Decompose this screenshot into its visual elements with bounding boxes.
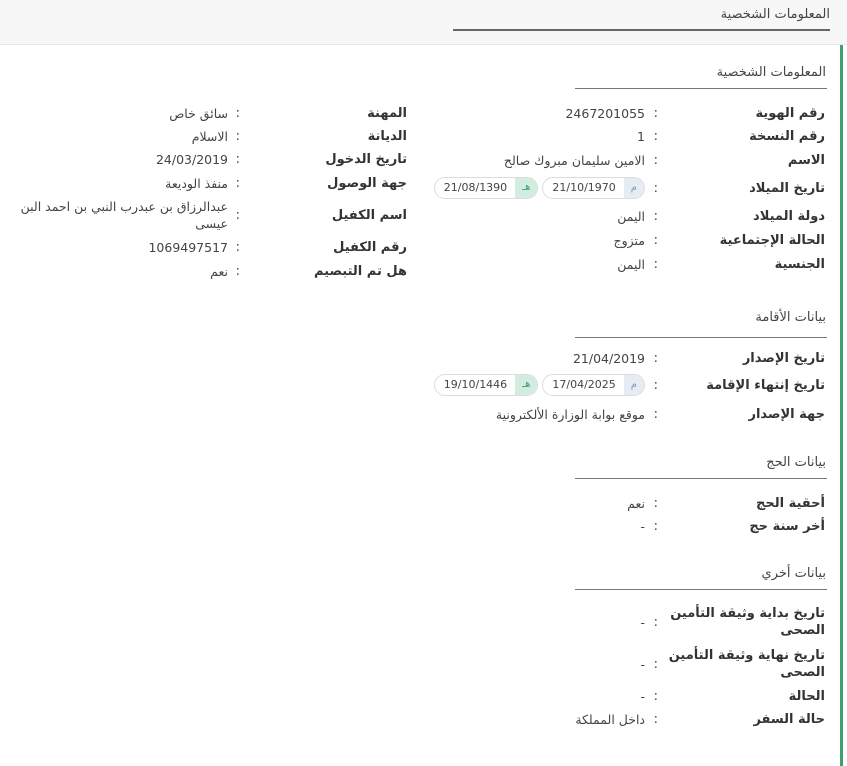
hajj-field-1-colon: :	[653, 519, 658, 534]
personal-field-3-label: تاريخ الميلاد	[749, 180, 825, 196]
hijri-badge-icon: هـ	[515, 178, 538, 198]
hajj-field-0-colon: :	[653, 496, 658, 511]
sponsor-field-1-value: الاسلام	[191, 129, 228, 144]
personal-field-2-label: الاسم	[787, 152, 825, 168]
section-underline-hajj	[575, 478, 827, 479]
section-title-hajj: بيانات الحج	[766, 455, 826, 470]
other-field-0-colon: :	[653, 615, 658, 630]
sponsor-field-3-label: جهة الوصول	[327, 175, 407, 191]
other-field-0-label: تاريخ بداية وثيقة التأمين الصحى	[670, 606, 825, 638]
sponsor-field-4-label: اسم الكفيل	[331, 207, 407, 223]
personal-field-4-value: اليمن	[617, 209, 645, 224]
residence-field-2-label: جهة الإصدار	[748, 406, 825, 422]
sponsor-field-3-value: منفذ الوديعة	[165, 176, 228, 191]
personal-field-4-colon: :	[653, 209, 658, 224]
sponsor-field-5-colon: :	[235, 240, 240, 255]
hajj-field-1-label: أخر سنة حج	[749, 518, 825, 534]
other-field-3-colon: :	[653, 712, 658, 727]
personal-field-6-value: اليمن	[617, 257, 645, 272]
personal-field-5-colon: :	[653, 233, 658, 248]
hijri-date: 21/08/1390	[443, 181, 508, 194]
personal-field-4-label: دولة الميلاد	[753, 208, 825, 224]
residence-field-1-colon: :	[653, 378, 658, 393]
sponsor-field-3-colon: :	[235, 176, 240, 191]
other-field-3-value: داخل المملكة	[575, 712, 645, 727]
residence-field-0-label: تاريخ الإصدار	[742, 350, 825, 366]
sponsor-field-5-value: 1069497517	[148, 240, 228, 255]
sponsor-field-1-colon: :	[235, 129, 240, 144]
personal-field-6-label: الجنسية	[774, 256, 825, 272]
other-field-3-label: حالة السفر	[753, 711, 825, 727]
gregorian-badge-icon: م	[623, 375, 644, 395]
residence-field-1-dates: م 17/04/2025 هـ 19/10/1446	[430, 374, 645, 396]
section-title-personal: المعلومات الشخصية	[716, 65, 826, 80]
personal-field-1-value: 1	[637, 129, 645, 144]
sponsor-field-1-label: الديانة	[367, 128, 407, 144]
sponsor-field-6-label: هل تم التبصيم	[313, 263, 407, 279]
hijri-badge-icon: هـ	[515, 375, 538, 395]
personal-field-0-value: 2467201055	[565, 106, 645, 121]
residence-field-0-value: 21/04/2019	[572, 351, 645, 366]
other-field-1-value: -	[640, 657, 645, 672]
residence-field-2-colon: :	[653, 407, 658, 422]
other-field-1-label: تاريخ نهاية وثيقة التأمين الصحى	[668, 648, 825, 680]
sponsor-field-2-label: تاريخ الدخول	[325, 151, 407, 167]
section-underline-residence	[575, 337, 827, 338]
personal-field-1-label: رقم النسخة	[749, 128, 825, 144]
other-field-2-value: -	[640, 689, 645, 704]
gregorian-date: 17/04/2025	[552, 378, 616, 391]
sponsor-field-0-colon: :	[235, 106, 240, 121]
personal-field-6-colon: :	[653, 257, 658, 272]
hajj-field-0-label: أحقية الحج	[756, 495, 825, 511]
section-title-residence: بيانات الأقامة	[755, 310, 826, 325]
personal-field-2-colon: :	[653, 153, 658, 168]
residence-field-1-label: تاريخ إنتهاء الإقامة	[706, 377, 825, 393]
gregorian-badge-icon: م	[623, 178, 644, 198]
gregorian-date: 21/10/1970	[552, 181, 616, 194]
sponsor-field-6-value: نعم	[210, 264, 228, 279]
header-underline	[453, 29, 830, 31]
hajj-field-1-value: -	[640, 519, 645, 534]
sponsor-field-2-colon: :	[235, 152, 240, 167]
personal-field-2-value: الامين سليمان مبروك صالح	[503, 153, 645, 168]
sponsor-field-4-value: عبدالرزاق بن عبدرب النبي بن احمد البن عي…	[20, 199, 228, 231]
accent-border	[840, 45, 843, 766]
gregorian-date-pill: م 17/04/2025	[542, 374, 645, 396]
hijri-date-pill: هـ 19/10/1446	[433, 374, 539, 396]
other-field-1-colon: :	[653, 657, 658, 672]
sponsor-field-0-value: سائق خاص	[169, 106, 228, 121]
other-field-2-colon: :	[653, 689, 658, 704]
hajj-field-0-value: نعم	[627, 496, 645, 511]
residence-field-2-value: موقع بوابة الوزارة الألكترونية	[495, 407, 645, 422]
personal-field-3-dates: م 21/10/1970 هـ 21/08/1390	[430, 177, 645, 199]
section-title-other: بيانات أخري	[761, 566, 826, 581]
personal-field-5-value: متزوج	[613, 233, 645, 248]
hijri-date-pill: هـ 21/08/1390	[433, 177, 539, 199]
hijri-date: 19/10/1446	[443, 378, 508, 391]
sponsor-field-2-value: 24/03/2019	[155, 152, 228, 167]
other-field-0-value: -	[640, 615, 645, 630]
section-underline-personal	[575, 88, 827, 89]
sponsor-field-0-label: المهنة	[367, 105, 407, 121]
sponsor-field-4-colon: :	[235, 208, 240, 223]
page-title: المعلومات الشخصية	[720, 7, 830, 22]
personal-field-0-colon: :	[653, 106, 658, 121]
personal-field-3-colon: :	[653, 181, 658, 196]
sponsor-field-6-colon: :	[235, 264, 240, 279]
section-underline-other	[575, 589, 827, 590]
personal-field-5-label: الحالة الإجتماعية	[719, 232, 825, 248]
personal-field-0-label: رقم الهوية	[755, 105, 825, 121]
gregorian-date-pill: م 21/10/1970	[542, 177, 645, 199]
residence-field-0-colon: :	[653, 351, 658, 366]
personal-field-1-colon: :	[653, 129, 658, 144]
sponsor-field-5-label: رقم الكفيل	[333, 239, 407, 255]
page-header: المعلومات الشخصية	[0, 0, 847, 45]
other-field-2-label: الحالة	[788, 688, 825, 704]
